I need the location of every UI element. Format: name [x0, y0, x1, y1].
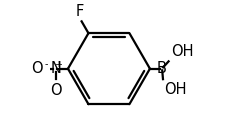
Text: OH: OH	[171, 44, 193, 59]
Text: B: B	[157, 61, 166, 76]
Text: N: N	[50, 61, 61, 76]
Text: +: +	[55, 60, 63, 69]
Text: O: O	[31, 61, 43, 76]
Text: O: O	[50, 83, 61, 98]
Text: F: F	[76, 4, 84, 19]
Text: -: -	[44, 60, 48, 69]
Text: OH: OH	[164, 82, 187, 97]
